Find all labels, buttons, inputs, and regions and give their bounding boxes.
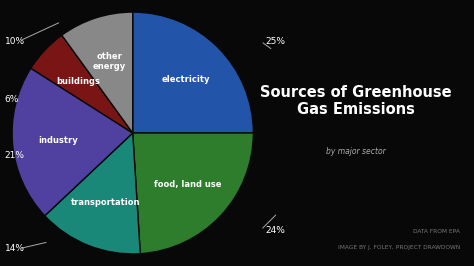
Text: transportation: transportation [71, 198, 140, 207]
Wedge shape [133, 12, 254, 133]
Wedge shape [62, 12, 133, 133]
Text: buildings: buildings [56, 77, 100, 86]
Text: by major sector: by major sector [326, 147, 385, 156]
Text: electricity: electricity [161, 76, 210, 85]
Text: 14%: 14% [5, 244, 25, 253]
Text: industry: industry [38, 136, 78, 144]
Text: 21%: 21% [5, 151, 25, 160]
Wedge shape [45, 133, 140, 254]
Text: 6%: 6% [5, 95, 19, 104]
Text: food, land use: food, land use [154, 180, 221, 189]
Text: other
energy: other energy [93, 52, 126, 71]
Text: DATA FROM EPA: DATA FROM EPA [413, 229, 460, 234]
Text: 25%: 25% [265, 37, 285, 46]
Text: IMAGE BY J. FOLEY, PROJECT DRAWDOWN: IMAGE BY J. FOLEY, PROJECT DRAWDOWN [337, 245, 460, 250]
Text: 24%: 24% [265, 226, 285, 235]
Wedge shape [31, 35, 133, 133]
Wedge shape [133, 133, 254, 254]
Wedge shape [12, 68, 133, 216]
Text: 10%: 10% [5, 37, 25, 46]
Text: Sources of Greenhouse
Gas Emissions: Sources of Greenhouse Gas Emissions [260, 85, 451, 117]
